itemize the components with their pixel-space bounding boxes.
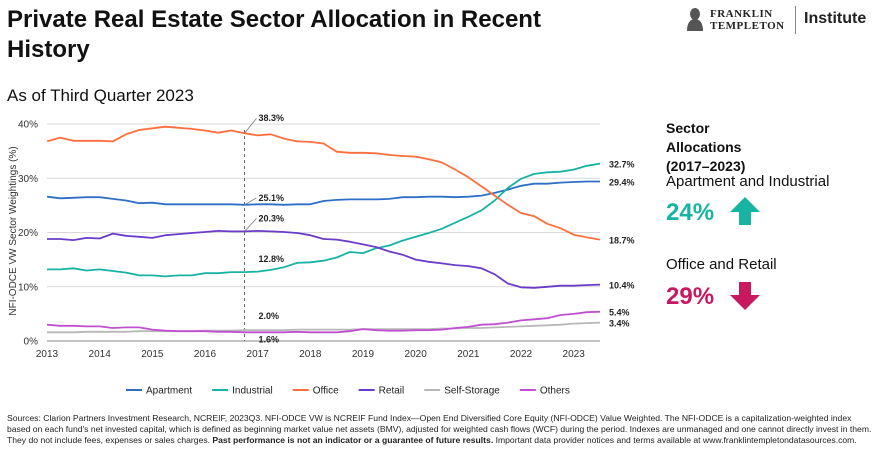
page-subtitle: As of Third Quarter 2023 [7, 86, 194, 105]
sidebar-group2-label: Office and Retail [666, 256, 777, 273]
end-value-label: 29.4% [609, 178, 635, 188]
up-arrow-icon [730, 197, 760, 225]
x-tick-label: 2021 [457, 349, 480, 360]
annotation-leader [244, 197, 257, 206]
annotation-label: 2.0% [259, 311, 280, 321]
brand-name-line2: TEMPLETON [710, 20, 785, 32]
x-tick-label: 2020 [405, 349, 428, 360]
annotation-label: 1.6% [259, 334, 280, 344]
series-line [46, 180, 600, 206]
series-line [47, 162, 601, 278]
footnote-sources: Sources: Clarion Partners Investment Res… [7, 413, 872, 445]
x-tick-label: 2013 [36, 349, 59, 360]
brand-logo: FRANKLIN TEMPLETON Institute [684, 6, 874, 36]
x-tick-label: 2023 [563, 349, 586, 360]
line-chart: 0% 10% 20% 30% 40% 2013 2014 2015 2016 2017 2018 20… [8, 113, 635, 397]
series-line [46, 310, 601, 334]
x-tick-label: 2017 [247, 349, 270, 360]
y-tick-label: 10% [18, 282, 38, 293]
sidebar-group1-label: Apartment and Industrial [666, 173, 830, 190]
annotation-leader [244, 218, 257, 232]
end-value-label: 18.7% [609, 236, 635, 246]
footnote-disclaimer: Past performance is not an indicator or … [212, 435, 494, 445]
series-line [47, 321, 601, 334]
chart-axes: 0% 10% 20% 30% 40% 2013 2014 2015 2016 2017 2018 20… [18, 120, 585, 361]
chart-legend: Apartment Industrial Office Retail Self-Stor… [126, 386, 570, 397]
y-tick-label: 30% [18, 174, 38, 185]
y-tick-label: 0% [24, 337, 39, 348]
annotation-label: 20.3% [259, 213, 285, 223]
x-tick-label: 2014 [89, 349, 112, 360]
end-value-label: 3.4% [609, 319, 630, 329]
end-value-label: 32.7% [609, 160, 635, 170]
x-tick-label: 2018 [299, 349, 322, 360]
footnote-data-notice: Important data provider notices and term… [495, 435, 857, 445]
end-value-label: 5.4% [609, 308, 630, 318]
footnote: Sources: Clarion Partners Investment Res… [7, 413, 875, 446]
legend-label: Apartment [146, 386, 192, 397]
chart-gridlines [47, 123, 600, 342]
brand-name-line1: FRANKLIN [710, 8, 773, 20]
x-tick-label: 2019 [352, 349, 375, 360]
x-tick-label: 2015 [141, 349, 164, 360]
end-value-label: 10.4% [609, 281, 635, 291]
legend-label: Retail [379, 386, 405, 397]
legend-label: Office [313, 386, 339, 397]
down-arrow-icon [730, 282, 760, 310]
x-tick-label: 2016 [194, 349, 217, 360]
y-axis-label: NFI-ODCE VW Sector Weightings (%) [8, 146, 19, 315]
sidebar-group1-value: 24% [666, 199, 715, 226]
series-line [47, 230, 601, 289]
series-line [46, 125, 601, 241]
brand-divider [795, 6, 796, 34]
sidebar-heading: Sector Allocations (2017–2023) [666, 120, 746, 174]
legend-label: Industrial [232, 386, 273, 397]
y-tick-label: 20% [18, 228, 38, 239]
annotation-leader [244, 117, 257, 134]
annotation-label: 38.3% [259, 113, 285, 123]
annotation-label: 12.8% [259, 254, 285, 264]
brand-name: FRANKLIN TEMPLETON [710, 8, 785, 32]
chart-labels: 29.4% 32.7% 18.7% 10.4% 3.4%5.4% 38.3% 25.1% 20… [244, 113, 635, 344]
x-tick-label: 2022 [510, 349, 533, 360]
legend-label: Self-Storage [444, 386, 500, 397]
brand-institute: Institute [804, 10, 867, 27]
page-title: Private Real Estate Sector Allocation in… [7, 6, 541, 63]
sidebar-group2-value: 29% [666, 283, 715, 310]
y-tick-label: 40% [18, 120, 38, 131]
franklin-bust-icon [687, 8, 703, 31]
chart-series [46, 125, 601, 334]
legend-label: Others [540, 386, 570, 397]
annotation-label: 25.1% [259, 193, 285, 203]
